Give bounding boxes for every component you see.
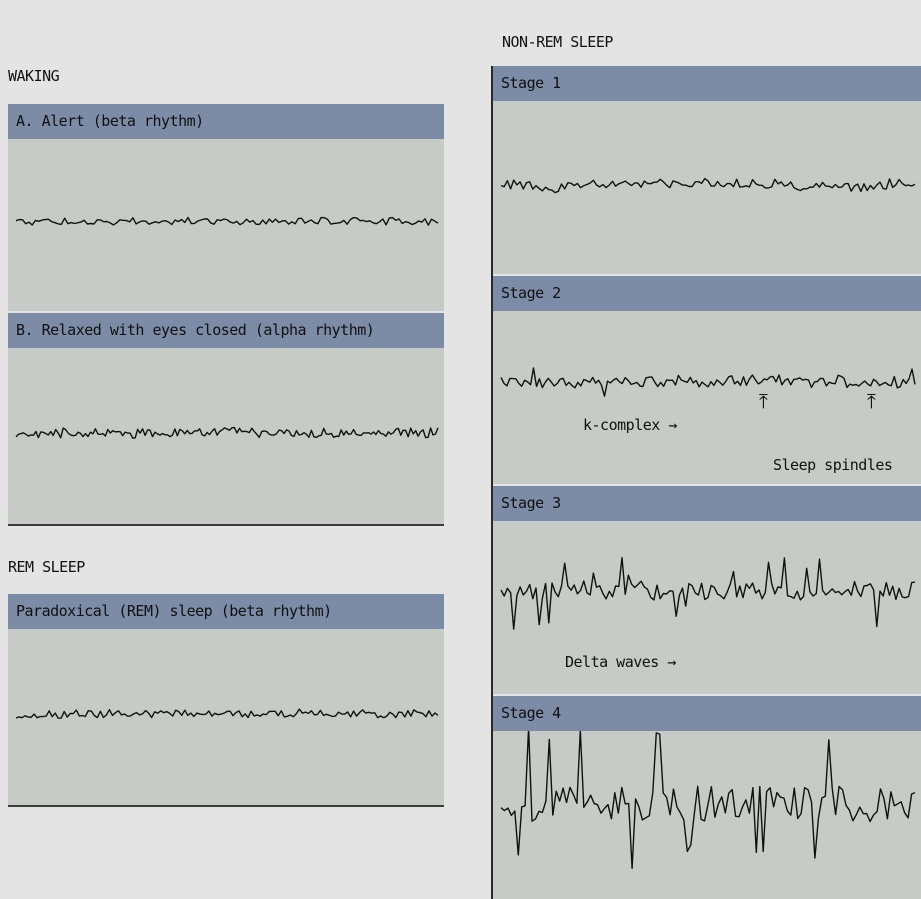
rem-panel: Paradoxical (REM) sleep (beta rhythm): [8, 594, 444, 806]
stage3-header: Stage 3: [493, 486, 921, 521]
stage3-eeg-trace: [500, 557, 916, 630]
spindle-arrow-icon-2: ⤒: [867, 389, 876, 413]
eeg-waveform-line: [500, 177, 916, 194]
k-complex-label: k-complex →: [583, 416, 677, 434]
spindle-arrow-icon-1: ⤒: [759, 389, 768, 413]
eeg-waveform-line: [500, 367, 916, 397]
rem-header: Paradoxical (REM) sleep (beta rhythm): [8, 594, 444, 629]
stage4-panel: Stage 4: [493, 696, 921, 899]
relaxed-eeg-trace: [15, 426, 439, 439]
delta-arrow-icon: →: [667, 653, 676, 671]
stage4-eeg-trace: [500, 731, 916, 870]
stage2-header: Stage 2: [493, 276, 921, 311]
sleep-spindles-label: Sleep spindles: [773, 456, 893, 474]
stage1-header: Stage 1: [493, 66, 921, 101]
relaxed-header: B. Relaxed with eyes closed (alpha rhyth…: [8, 313, 444, 348]
k-complex-arrow-icon: →: [668, 416, 677, 434]
relaxed-panel: B. Relaxed with eyes closed (alpha rhyth…: [8, 313, 444, 525]
nonrem-title: NON-REM SLEEP: [502, 33, 613, 51]
eeg-waveform-line: [500, 731, 916, 870]
alert-header: A. Alert (beta rhythm): [8, 104, 444, 139]
rem-eeg-trace: [15, 708, 439, 719]
alert-panel: A. Alert (beta rhythm): [8, 104, 444, 311]
eeg-waveform-line: [15, 216, 439, 226]
stage1-panel: Stage 1: [493, 66, 921, 274]
stage2-eeg-trace: [500, 367, 916, 397]
waking-divider: [8, 524, 444, 526]
eeg-waveform-line: [15, 708, 439, 719]
eeg-waveform-line: [15, 426, 439, 439]
delta-waves-label: Delta waves →: [565, 653, 676, 671]
waking-title: WAKING: [8, 67, 60, 85]
alert-eeg-trace: [15, 216, 439, 226]
rem-divider: [8, 805, 444, 807]
eeg-waveform-line: [500, 557, 916, 630]
stage4-header: Stage 4: [493, 696, 921, 731]
stage1-eeg-trace: [500, 177, 916, 194]
stage3-panel: Stage 3 Delta waves →: [493, 486, 921, 694]
stage2-panel: Stage 2 k-complex → ⤒ ⤒ Sleep spindles: [493, 276, 921, 484]
rem-title: REM SLEEP: [8, 558, 85, 576]
column-divider: [491, 66, 493, 899]
